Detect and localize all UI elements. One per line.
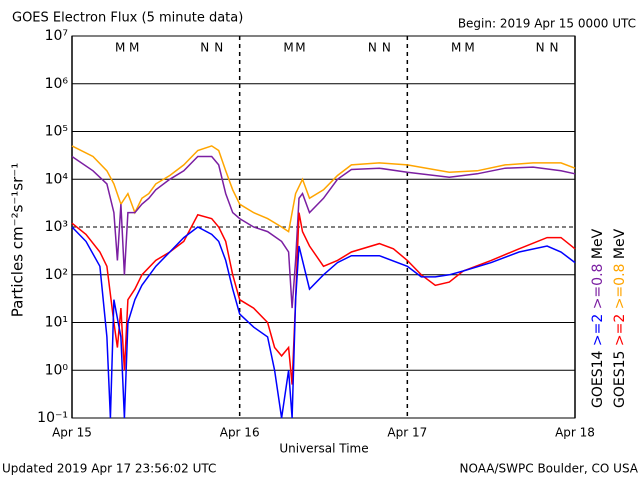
chart-title: GOES Electron Flux (5 minute data) <box>12 11 243 26</box>
event-marker: N <box>382 41 391 55</box>
legend-group: GOES14 <box>590 350 606 408</box>
y-tick-label: 10⁴ <box>45 171 69 187</box>
legend: GOES14 >=2 >=0.8 MeV <box>590 228 606 408</box>
x-axis-label: Universal Time <box>279 442 368 456</box>
event-marker: M <box>129 41 139 55</box>
begin-time: Begin: 2019 Apr 15 0000 UTC <box>458 17 636 31</box>
flux-line <box>71 212 576 385</box>
y-tick-label: 10⁶ <box>45 76 69 92</box>
x-tick-label: Apr 16 <box>220 426 260 440</box>
y-tick-label: 10⁻¹ <box>37 410 68 426</box>
flux-line <box>71 155 576 309</box>
y-tick-label: 10² <box>45 267 68 283</box>
x-tick-label: Apr 15 <box>52 426 92 440</box>
legend-entry: >=0.8 <box>612 264 628 310</box>
y-tick-label: 10⁰ <box>45 362 69 378</box>
event-marker: N <box>550 41 559 55</box>
event-marker: M <box>464 41 474 55</box>
y-axis-label: Particles cm⁻²s⁻¹sr⁻¹ <box>9 163 27 317</box>
x-tick-label: Apr 18 <box>555 426 595 440</box>
x-tick-label: Apr 17 <box>387 426 427 440</box>
legend-unit: MeV <box>590 228 606 259</box>
y-tick-label: 10³ <box>45 219 68 235</box>
legend-entry: >=0.8 <box>590 264 606 310</box>
event-marker: N <box>536 41 545 55</box>
event-marker: N <box>368 41 377 55</box>
updated-time: Updated 2019 Apr 17 23:56:02 UTC <box>2 462 216 476</box>
event-marker: N <box>214 41 223 55</box>
legend-unit: MeV <box>612 228 628 259</box>
legend-entry: >=2 <box>612 314 628 346</box>
flux-line <box>71 226 576 419</box>
flux-line <box>71 145 576 233</box>
source: NOAA/SWPC Boulder, CO USA <box>460 462 639 476</box>
event-marker: M <box>115 41 125 55</box>
legend-group: GOES15 <box>612 351 628 408</box>
event-marker: N <box>200 41 209 55</box>
y-tick-label: 10⁵ <box>45 124 68 140</box>
y-tick-label: 10⁷ <box>45 28 68 44</box>
event-marker: M <box>295 41 305 55</box>
event-marker: M <box>451 41 461 55</box>
legend-entry: >=2 <box>590 314 606 346</box>
legend: GOES15 >=2 >=0.8 MeV <box>612 228 628 408</box>
y-tick-label: 10¹ <box>45 315 68 331</box>
event-marker: M <box>283 41 293 55</box>
